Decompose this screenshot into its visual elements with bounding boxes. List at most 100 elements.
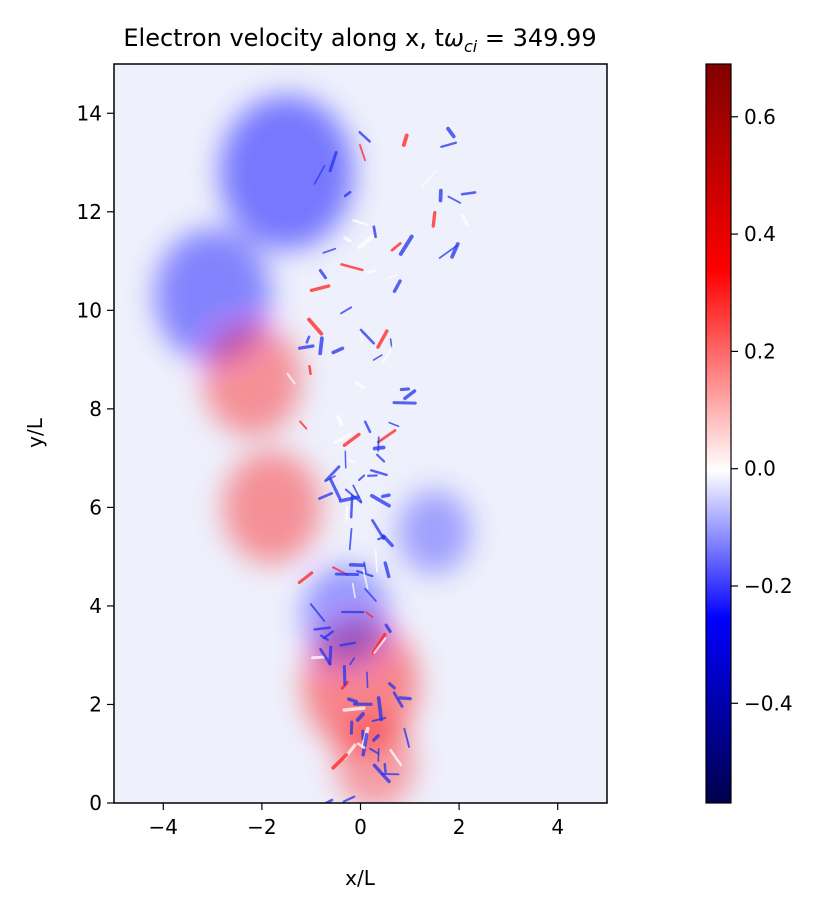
y-tick-label: 12: [77, 200, 102, 224]
colorbar-frame: [705, 63, 732, 804]
filament: [403, 389, 417, 401]
filament: [398, 696, 412, 701]
filament: [318, 336, 324, 356]
heatmap: [114, 64, 607, 849]
colorbar-tick-label: −0.4: [744, 691, 793, 715]
filament: [339, 641, 357, 647]
filament: [343, 190, 352, 198]
filament: [348, 527, 353, 551]
x-tick-label: −4: [149, 815, 178, 839]
filament: [438, 244, 458, 259]
filament: [336, 414, 344, 427]
filament: [387, 823, 406, 833]
filament: [319, 647, 332, 666]
x-tick-label: 2: [453, 815, 466, 839]
field-region: [335, 717, 416, 803]
field-region: [203, 322, 302, 436]
y-tick-label: 0: [89, 791, 102, 815]
filament: [450, 242, 460, 259]
filament: [340, 263, 364, 272]
filament: [307, 317, 324, 336]
y-tick-label: 14: [77, 101, 102, 125]
filament: [373, 637, 387, 654]
filament: [358, 144, 366, 162]
filament: [349, 802, 351, 803]
filament: [308, 365, 312, 376]
y-tick-label: 10: [77, 298, 102, 322]
y-tick-label: 4: [89, 594, 102, 618]
y-axis-label: y/L: [23, 417, 47, 448]
filament: [340, 306, 353, 315]
filament: [331, 346, 345, 355]
filament: [372, 763, 391, 784]
x-tick-label: 4: [551, 815, 564, 839]
filament: [403, 727, 411, 748]
filament: [343, 236, 352, 243]
filament: [351, 582, 356, 599]
filament: [349, 657, 356, 666]
filament: [440, 141, 458, 148]
filament: [374, 548, 378, 573]
x-axis-label: x/L: [345, 866, 376, 890]
filament: [367, 806, 381, 811]
field-region: [219, 95, 354, 250]
colorbar-tick-label: 0.6: [744, 105, 776, 129]
y-axis: 0 2 4 6 8 10 12 14: [77, 101, 114, 815]
filament: [377, 535, 387, 541]
filament: [354, 381, 365, 389]
filament: [344, 488, 363, 504]
x-axis: −4 −2 0 2 4: [149, 803, 564, 839]
filament: [345, 505, 349, 522]
filament: [319, 634, 329, 641]
filament: [372, 354, 383, 361]
filament: [318, 492, 334, 500]
filament: [392, 691, 404, 708]
filament: [399, 387, 411, 392]
y-tick-label: 6: [89, 495, 102, 519]
filament: [297, 344, 315, 350]
colorbar-gradient: [706, 64, 731, 803]
filament: [311, 655, 326, 660]
filament: [376, 696, 384, 722]
filament: [329, 478, 342, 501]
filament: [384, 623, 392, 634]
filament: [322, 630, 334, 640]
filament: [355, 712, 365, 722]
filament: [346, 458, 356, 464]
filament: [366, 269, 377, 274]
filament: [324, 465, 341, 483]
colorbar-tick-label: −0.2: [744, 574, 793, 598]
filament: [381, 343, 396, 364]
filament: [342, 706, 366, 712]
filament: [286, 373, 296, 385]
y-tick-label: 2: [89, 692, 102, 716]
filament: [383, 561, 391, 579]
filament: [313, 164, 326, 185]
filament: [359, 328, 376, 345]
filament: [328, 645, 333, 666]
filament: [381, 493, 391, 499]
filament: [326, 475, 336, 482]
field-region: [398, 490, 471, 574]
filament: [297, 571, 314, 585]
filament: [365, 611, 374, 618]
colorbar-tick-label: 0.2: [744, 339, 776, 363]
filament: [446, 126, 456, 139]
filament: [334, 572, 360, 576]
filament: [376, 429, 397, 444]
field-region: [222, 451, 321, 564]
x-tick-label: −2: [247, 815, 276, 839]
filament: [376, 453, 386, 463]
filament: [328, 150, 338, 173]
colorbar-tick-label: 0.0: [744, 457, 776, 481]
filament: [372, 734, 380, 742]
filament: [347, 697, 359, 704]
colorbar-tick-label: 0.4: [744, 222, 776, 246]
filament: [363, 420, 372, 434]
filament: [392, 839, 405, 849]
filament: [398, 234, 414, 256]
filament: [313, 626, 332, 631]
filament: [331, 753, 349, 770]
filament: [388, 421, 400, 428]
filament: [362, 569, 369, 590]
